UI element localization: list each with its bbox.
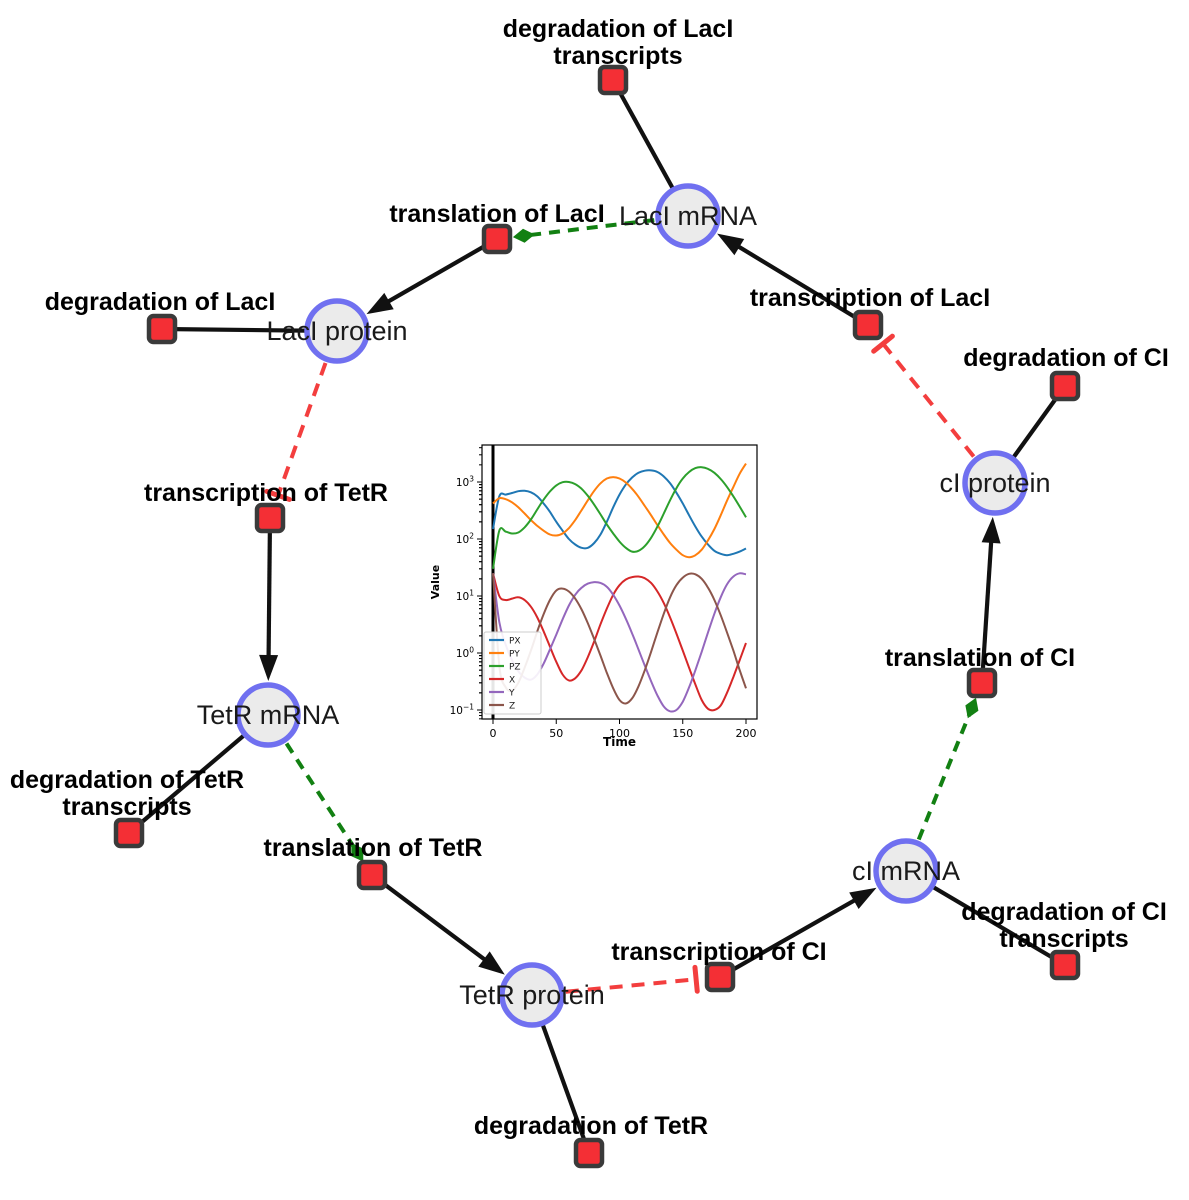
species-node-tetr_protein[interactable] <box>499 962 565 1028</box>
chart-curve-PY <box>492 463 747 559</box>
edge-production-tx_tetr-tetr_mrna <box>259 517 279 681</box>
reaction-node-deg_tetr_tx[interactable] <box>113 817 145 849</box>
production-line <box>266 517 273 670</box>
arrowhead <box>981 516 1001 544</box>
production-line <box>726 238 870 327</box>
inhibitor-tbar <box>871 333 895 354</box>
chart-curve-PZ <box>492 466 747 569</box>
edge-production-tx_ci-ci_mrna <box>718 887 877 979</box>
species-node-ci_protein[interactable] <box>962 450 1028 516</box>
reaction-node-tx_laci[interactable] <box>852 309 884 341</box>
reaction-label-deg_tetr_tx-line1: transcripts <box>62 793 191 821</box>
chart-curve-PX <box>492 469 747 557</box>
production-line <box>979 528 995 684</box>
reaction-label-tl_tetr-line0: translation of TetR <box>264 834 483 862</box>
reaction-label-tx_tetr-line0: transcription of TetR <box>144 479 388 507</box>
reaction-label-tx_ci-line0: transcription of CI <box>611 938 826 966</box>
reaction-label-tx_laci-line0: transcription of LacI <box>750 284 990 312</box>
chart-curve-X <box>492 573 747 712</box>
reaction-node-tx_tetr[interactable] <box>254 502 286 534</box>
reaction-node-deg_laci_tx[interactable] <box>597 64 629 96</box>
species-label-tetr_mrna: TetR mRNA <box>197 700 340 730</box>
reaction-node-tl_ci[interactable] <box>966 667 998 699</box>
species-node-ci_mrna[interactable] <box>873 838 939 904</box>
reaction-nodes-layer: degradation of LacItranscriptstranslatio… <box>10 15 1169 1169</box>
reaction-node-tl_tetr[interactable] <box>356 859 388 891</box>
reaction-node-tx_ci[interactable] <box>704 961 736 993</box>
species-node-tetr_mrna[interactable] <box>235 682 301 748</box>
modifier-diamond-arrowhead <box>512 228 535 243</box>
reaction-label-deg_tetr_tx-line0: degradation of TetR <box>10 766 244 794</box>
reaction-node-deg_ci[interactable] <box>1049 370 1081 402</box>
inhibition-dashed-line <box>276 362 328 497</box>
reaction-label-deg_laci_tx-line1: transcripts <box>553 42 682 70</box>
timeseries-inset-chart: 0 50 100 150 20010−1100101102103TimeValuePXP… <box>425 438 770 760</box>
edge-production-tx_laci-laci_mrna <box>717 233 870 327</box>
species-label-laci_mrna: LacI mRNA <box>619 201 757 231</box>
species-label-tetr_protein: TetR protein <box>459 980 605 1010</box>
species-node-laci_mrna[interactable] <box>655 183 721 249</box>
reaction-label-deg_ci-line0: degradation of CI <box>963 344 1169 372</box>
production-line <box>718 891 868 979</box>
legend-label-Z: Z <box>509 702 515 712</box>
species-label-laci_protein: LacI protein <box>266 316 407 346</box>
reaction-label-tl_ci-line0: translation of CI <box>885 644 1075 672</box>
species-label-ci_mrna: cI mRNA <box>852 856 960 886</box>
production-line <box>370 873 497 970</box>
modifier-dashed-line <box>530 218 655 237</box>
arrowhead <box>478 951 505 975</box>
edge-inhibition-tetr_protein-tx_ci <box>565 964 700 994</box>
chart-axes <box>481 444 758 720</box>
arrowhead <box>259 654 279 681</box>
reaction-node-deg_tetr[interactable] <box>573 1137 605 1169</box>
x-tick-label-50: 50 <box>549 727 563 740</box>
reaction-label-tl_laci-line0: translation of LacI <box>389 200 604 228</box>
edge-production-tl_tetr-tetr_protein <box>370 873 505 975</box>
arrowhead <box>366 292 394 315</box>
reaction-label-deg_tetr-line0: degradation of TetR <box>474 1112 708 1140</box>
modifier-diamond-arrowhead <box>965 697 979 719</box>
reaction-node-tl_laci[interactable] <box>481 223 513 255</box>
edge-inhibition-ci_protein-tx_laci <box>871 333 976 458</box>
arrowhead <box>849 887 877 909</box>
modifier-diamond-arrowhead <box>351 843 364 862</box>
x-tick-label-200: 200 <box>736 727 757 740</box>
reaction-label-deg_ci_tx-line0: degradation of CI <box>961 898 1167 926</box>
reaction-node-deg_laci[interactable] <box>146 313 178 345</box>
species-node-laci_protein[interactable] <box>304 298 370 364</box>
x-axis-label: Time <box>603 735 636 749</box>
legend-label-PX: PX <box>509 637 521 647</box>
edge-modifier-tetr_mrna-tl_tetr <box>284 742 364 862</box>
legend-label-X: X <box>509 676 515 686</box>
x-tick-label-150: 150 <box>672 727 693 740</box>
inhibition-dashed-line <box>881 342 976 458</box>
edge-production-tl_laci-laci_protein <box>366 237 499 315</box>
reaction-label-deg_laci_tx-line0: degradation of LacI <box>503 15 734 43</box>
edge-production-tl_ci-ci_protein <box>979 516 1001 684</box>
y-axis-label: Value <box>429 565 442 599</box>
modifier-dashed-line <box>284 742 356 848</box>
reaction-label-deg_laci-line0: degradation of LacI <box>45 288 276 316</box>
reaction-label-deg_ci_tx-line1: transcripts <box>999 925 1128 953</box>
x-tick-label-0: 0 <box>490 727 497 740</box>
production-line <box>375 237 499 310</box>
species-label-ci_protein: cI protein <box>939 468 1050 498</box>
inhibitor-tbar <box>692 964 700 994</box>
reaction-node-deg_ci_tx[interactable] <box>1049 949 1081 981</box>
modifier-dashed-line <box>916 713 972 841</box>
species-nodes-layer: LacI mRNA LacI protein TetR mRNA TetR prote… <box>197 183 1051 1028</box>
legend-label-PZ: PZ <box>509 663 521 673</box>
inhibitor-tbar <box>264 488 292 502</box>
edge-inhibition-laci_protein-tx_tetr <box>264 362 328 502</box>
edge-modifier-ci_mrna-tl_ci <box>916 697 979 841</box>
edge-modifier-laci_mrna-tl_laci <box>512 218 655 243</box>
legend-label-Y: Y <box>508 689 515 699</box>
legend-label-PY: PY <box>509 650 520 660</box>
legend: PX PY PZ XYZ <box>483 631 542 715</box>
x-tick-label-100: 100 <box>609 727 630 740</box>
arrowhead <box>717 233 745 256</box>
